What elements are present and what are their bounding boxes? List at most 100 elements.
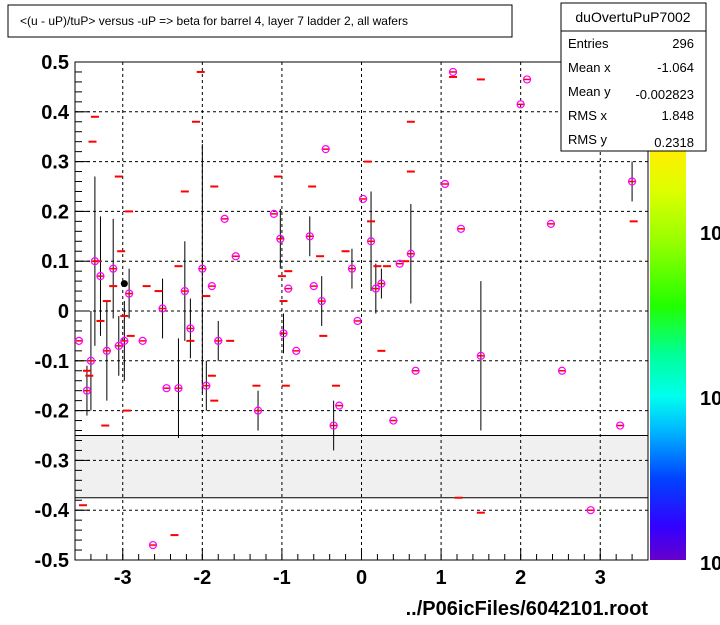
axis-ticks [74,61,649,561]
x-tick-label: 3 [595,567,606,589]
x-tick-label: -3 [114,567,132,589]
profile-point [276,234,285,243]
profile-point [522,75,532,84]
profile-point [347,264,357,273]
chart-title: <(u - uP)/tuP> versus -uP => beta for ba… [20,14,408,28]
profile-point [148,540,158,550]
profile-point [305,232,314,241]
y-tick-label: -0.1 [35,351,69,373]
y-tick-label: -0.2 [35,401,69,423]
profile-point [82,386,92,395]
x-tick-label: -2 [193,567,211,589]
profile-point [96,272,105,281]
colorbar [650,150,686,560]
profile-point [114,341,123,350]
profile-point [329,421,338,430]
profile-point [546,219,556,228]
profile-point [138,336,147,345]
x-tick-label: 2 [515,567,526,589]
colorbar-label: 10 [700,223,720,245]
profile-point [253,406,263,415]
profile-point [220,214,229,223]
profile-point [125,289,134,298]
stats-name: duOvertuPuP7002 [575,9,690,25]
profile-point [180,286,189,296]
x-tick-label: 0 [356,567,367,589]
profile-point [198,264,207,273]
bin-markers [78,70,638,537]
profile-point [186,324,195,333]
stats-value: -1.064 [657,60,694,75]
profile-point [516,100,525,109]
profile-point [371,284,380,293]
stats-value: -0.002823 [635,87,694,102]
profile-point [174,384,183,393]
profile-point [395,259,404,268]
profile-point [86,356,96,365]
profile-point [377,279,386,288]
profile-point [269,209,279,218]
profile-point [411,366,420,375]
y-tick-label: 0.5 [41,52,69,74]
colorbar-labels: 10 10 10 [700,223,720,575]
profile-point [231,252,240,261]
profile-point [586,506,595,515]
x-tick-labels: -3 -2 -1 0 1 2 3 [114,567,606,589]
title-box [7,4,513,38]
profile-point [102,346,111,355]
profile-point [406,249,415,258]
profile-point [74,336,84,345]
y-tick-labels: -0.5 -0.4 -0.3 -0.2 -0.1 0 0.1 0.2 0.3 0.4 0.5 [35,52,70,572]
profile-point [162,384,171,393]
profile-point [292,346,301,355]
x-tick-label: 1 [436,567,447,589]
stats-label: Mean y [568,84,611,99]
profile-point [389,416,398,425]
y-tick-label: -0.3 [35,450,69,472]
profile-point [476,351,485,360]
stats-label: Mean x [568,60,611,75]
y-tick-label: 0.3 [41,152,69,174]
x-tick-label: -1 [273,567,291,589]
profile-point [109,264,118,273]
profile-point [440,179,450,189]
profile-point [317,296,326,306]
y-tick-label: 0.1 [41,251,69,273]
stats-value: 1.848 [661,108,694,123]
stats-box: duOvertuPuP7002 Entries 296 Mean x -1.064 Me… [560,2,707,152]
profile-point [335,401,344,410]
profile-point [321,145,330,154]
y-tick-label: -0.4 [35,500,70,522]
profile-point [448,67,458,77]
colorbar-label: 10 [700,388,720,410]
profile-point [90,257,99,266]
profile-point [207,282,216,291]
stats-value: 296 [672,36,694,51]
profile-point [366,237,376,246]
profile-point [456,224,466,233]
y-tick-label: 0.4 [41,102,70,124]
profile-point [358,194,368,204]
profile-point [202,381,211,390]
y-tick-label: 0 [58,301,69,323]
highlight-point [120,280,128,288]
footer-filename: ../P06icFiles/6042101.root [406,598,649,620]
profile-point [120,336,129,345]
profile-point [284,284,293,293]
y-tick-label: -0.5 [35,550,69,572]
profile-point [309,282,318,291]
profile-point [616,421,625,430]
stats-label: Entries [568,36,609,51]
colorbar-label: 10 [700,553,720,575]
profile-point [557,366,567,375]
profile-point [158,304,167,313]
stats-value: 0.2318 [654,135,694,150]
profile-point [353,316,362,326]
profile-point [627,177,637,186]
y-tick-label: 0.2 [41,201,69,223]
stats-label: RMS x [568,108,608,123]
profile-point [214,336,223,345]
profile-point [279,329,288,338]
